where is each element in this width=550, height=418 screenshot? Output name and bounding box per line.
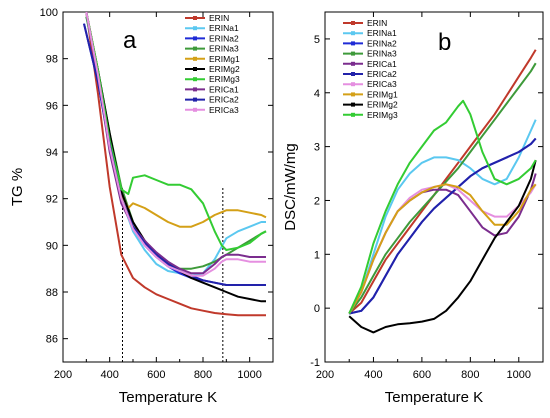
legend-marker — [351, 21, 355, 25]
legend-marker — [193, 16, 197, 20]
legend-marker — [351, 112, 355, 117]
x-tick-label: 200 — [54, 369, 72, 381]
panel-letter: a — [123, 27, 137, 54]
legend-marker — [193, 107, 197, 112]
plot-frame — [324, 11, 544, 363]
legend-marker — [193, 26, 197, 31]
legend-marker — [193, 87, 197, 92]
legend-label: ERINa3 — [209, 44, 239, 54]
legend-label: ERICa2 — [367, 69, 397, 79]
y-tick-label: 5 — [314, 34, 320, 46]
series-line-ERIN — [348, 49, 537, 315]
legend: ERINERINa1ERINa2ERINa3ERICa1ERICa2ERICa3… — [343, 18, 398, 120]
legend-label: ERICa1 — [209, 84, 239, 94]
legend-label: ERINa1 — [209, 23, 239, 33]
legend-label: ERIN — [367, 18, 387, 28]
series-line-ERICa2 — [348, 137, 537, 315]
y-tick-label: 92 — [46, 194, 58, 206]
legend-marker — [351, 61, 355, 66]
y-tick-label: 96 — [46, 100, 58, 112]
series-group — [348, 49, 537, 334]
series-line-ERIMg1 — [348, 183, 537, 314]
y-tick-label: 88 — [46, 287, 58, 299]
y-tick-label: 1 — [314, 249, 320, 261]
panel-letter: b — [438, 29, 451, 56]
series-line-ERICa1 — [85, 12, 266, 275]
legend-label: ERICa2 — [209, 95, 239, 105]
y-tick-label: 98 — [46, 54, 58, 66]
series-line-ERIMg3 — [85, 12, 267, 251]
legend-marker — [351, 102, 355, 107]
legend-label: ERICa3 — [209, 105, 239, 115]
series-line-ERIMg1 — [85, 12, 267, 228]
legend-label: ERINa2 — [209, 33, 239, 43]
legend-marker — [193, 77, 197, 82]
legend-label: ERINa1 — [367, 28, 397, 38]
series-line-ERINa1 — [348, 119, 537, 314]
legend-label: ERIMg2 — [209, 64, 240, 74]
legend-marker — [193, 46, 197, 51]
legend-marker — [351, 31, 355, 36]
legend-marker — [351, 41, 355, 46]
y-axis-title: DSC/mW/mg — [282, 143, 299, 231]
y-tick-label: -1 — [310, 357, 320, 369]
x-tick-label: 800 — [194, 369, 212, 381]
legend-label: ERIMg3 — [209, 74, 240, 84]
x-tick-label: 600 — [147, 369, 165, 381]
panel-b: 200 400 600 800 1000 -1 0 1 2 3 4 5 Temperature K DSC… — [282, 11, 544, 406]
y-tick-label: 86 — [46, 334, 58, 346]
series-line-ERICa3 — [348, 183, 537, 314]
y-tick-label: 4 — [314, 88, 320, 100]
x-axis-title: Temperature K — [385, 389, 483, 406]
y-tick-label: 0 — [314, 303, 320, 315]
legend-marker — [351, 82, 355, 87]
legend-label: ERIMg1 — [209, 54, 240, 64]
legend-marker — [193, 56, 197, 61]
series-line-ERIN — [85, 12, 266, 317]
y-tick-label: 90 — [46, 240, 58, 252]
x-tick-label: 1000 — [237, 369, 261, 381]
legend-label: ERIMg3 — [367, 110, 398, 120]
x-tick-label: 800 — [461, 369, 479, 381]
series-line-ERINa2 — [348, 137, 537, 315]
series-line-ERIMg3 — [348, 99, 537, 314]
legend-label: ERIMg1 — [367, 89, 398, 99]
series-line-ERIMg2 — [348, 159, 537, 334]
legend-marker — [351, 72, 355, 76]
x-tick-label: 400 — [100, 369, 118, 381]
y-axis-title: TG % — [9, 168, 26, 206]
series-line-ERICa3 — [85, 12, 266, 277]
y-tick-label: 100 — [40, 7, 58, 19]
x-axis-title: Temperature K — [119, 389, 217, 406]
legend-label: ERIN — [209, 13, 229, 23]
y-tick-label: 2 — [314, 195, 320, 207]
x-tick-label: 1000 — [507, 369, 531, 381]
legend-marker — [351, 51, 355, 56]
series-line-ERINa3 — [348, 62, 537, 315]
panel-a: 200 400 600 800 1000 86 88 90 92 94 96 98 100 Tempera… — [9, 7, 274, 406]
legend-label: ERINa3 — [367, 49, 397, 59]
legend-label: ERICa3 — [367, 79, 397, 89]
legend-marker — [193, 97, 197, 102]
x-tick-label: 200 — [316, 369, 334, 381]
series-group — [83, 12, 267, 317]
legend-marker — [193, 36, 197, 41]
y-tick-label: 94 — [46, 147, 58, 159]
legend-marker — [193, 67, 197, 71]
x-tick-label: 600 — [413, 369, 431, 381]
legend-label: ERICa1 — [367, 59, 397, 69]
legend-label: ERIMg2 — [367, 100, 398, 110]
plot-frame — [62, 11, 274, 363]
x-tick-label: 400 — [364, 369, 382, 381]
y-tick-label: 3 — [314, 142, 320, 154]
legend-label: ERINa2 — [367, 38, 397, 48]
legend: ERINERINa1ERINa2ERINa3ERIMg1ERIMg2ERIMg3… — [185, 13, 240, 115]
legend-marker — [351, 92, 355, 97]
